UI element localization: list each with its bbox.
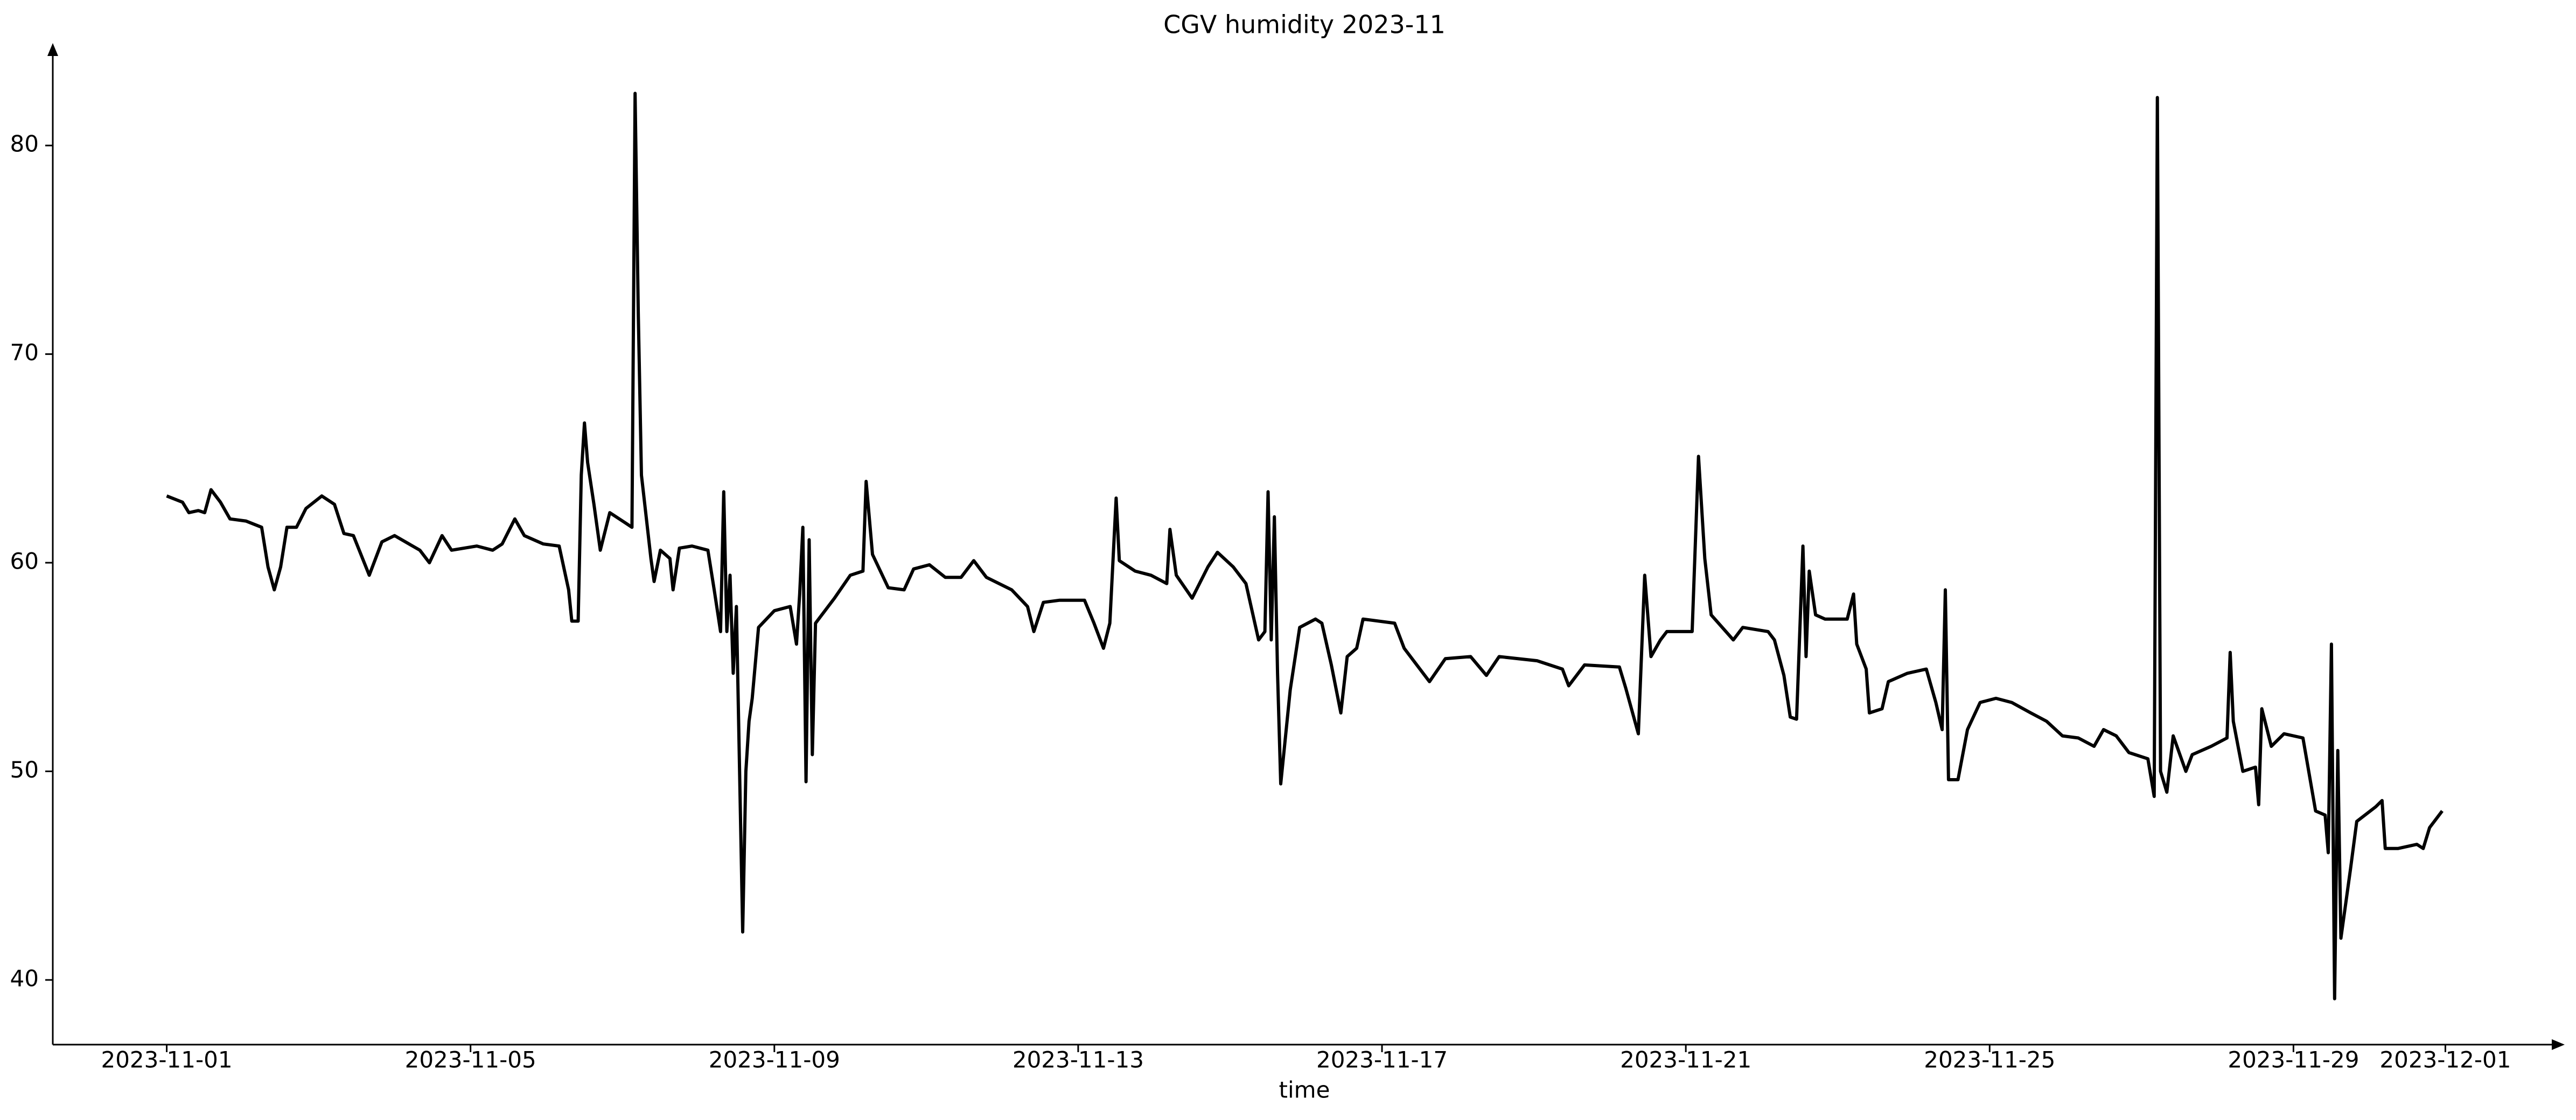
x-tick-label: 2023-11-05	[405, 1047, 536, 1073]
y-axis-arrow	[47, 43, 58, 56]
x-tick-label: 2023-11-21	[1620, 1047, 1751, 1073]
chart-title: CGV humidity 2023-11	[1163, 10, 1446, 39]
x-tick-label: 2023-11-09	[709, 1047, 840, 1073]
x-tick-label: 2023-11-13	[1013, 1047, 1144, 1073]
plot-area: 40 50 60 70 80 2023-11-01 2023-11-05 2023-11-09…	[10, 92, 2511, 1073]
data-line	[166, 92, 2444, 1000]
x-tick-label: 2023-11-17	[1316, 1047, 1448, 1073]
x-tick-label: 2023-12-01	[2379, 1047, 2511, 1073]
x-tick-label: 2023-11-01	[101, 1047, 232, 1073]
x-tick-label: 2023-11-29	[2228, 1047, 2359, 1073]
y-tick-label: 60	[10, 548, 39, 575]
x-tick-label: 2023-11-25	[1924, 1047, 2055, 1073]
x-axis-label: time	[1279, 1077, 1330, 1103]
y-tick-label: 80	[10, 131, 39, 157]
y-tick-label: 50	[10, 757, 39, 783]
y-tick-label: 40	[10, 965, 39, 991]
y-tick-label: 70	[10, 339, 39, 366]
x-axis-arrow	[2552, 1039, 2565, 1050]
